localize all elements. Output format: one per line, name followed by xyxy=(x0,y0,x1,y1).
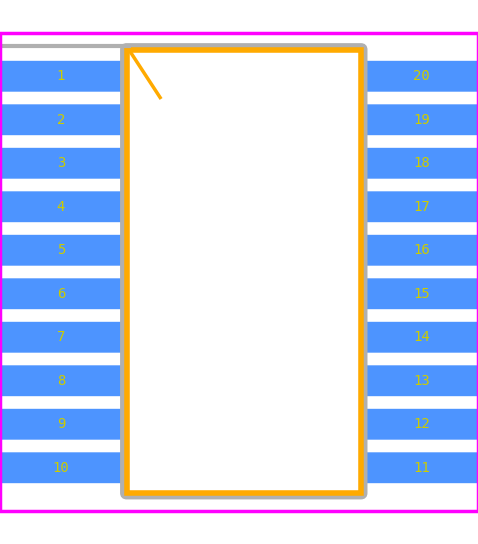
Text: 4: 4 xyxy=(57,200,65,214)
FancyBboxPatch shape xyxy=(0,61,124,92)
Text: 3: 3 xyxy=(57,156,65,170)
FancyBboxPatch shape xyxy=(363,366,478,396)
FancyBboxPatch shape xyxy=(0,366,124,396)
FancyBboxPatch shape xyxy=(0,191,124,222)
Bar xyxy=(361,150,366,176)
FancyBboxPatch shape xyxy=(363,61,478,92)
Bar xyxy=(361,368,366,394)
FancyBboxPatch shape xyxy=(363,235,478,265)
FancyBboxPatch shape xyxy=(0,452,124,483)
FancyBboxPatch shape xyxy=(363,279,478,309)
Bar xyxy=(122,194,127,220)
FancyBboxPatch shape xyxy=(0,104,124,135)
Text: 8: 8 xyxy=(57,374,65,388)
FancyBboxPatch shape xyxy=(0,279,124,309)
Text: 17: 17 xyxy=(413,200,430,214)
Bar xyxy=(122,150,127,176)
Bar xyxy=(361,107,366,133)
Text: 9: 9 xyxy=(57,417,65,431)
FancyBboxPatch shape xyxy=(363,452,478,483)
FancyBboxPatch shape xyxy=(0,409,124,440)
FancyBboxPatch shape xyxy=(0,148,124,178)
Text: 11: 11 xyxy=(413,461,430,475)
Bar xyxy=(361,63,366,89)
Text: 13: 13 xyxy=(413,374,430,388)
Bar xyxy=(122,368,127,394)
Text: 12: 12 xyxy=(413,417,430,431)
FancyBboxPatch shape xyxy=(363,409,478,440)
Bar xyxy=(361,194,366,220)
FancyBboxPatch shape xyxy=(363,148,478,178)
Text: 18: 18 xyxy=(413,156,430,170)
Text: 14: 14 xyxy=(413,330,430,344)
Bar xyxy=(127,50,361,493)
Bar xyxy=(122,63,127,89)
Bar xyxy=(361,281,366,307)
Text: 15: 15 xyxy=(413,287,430,301)
Bar xyxy=(361,455,366,481)
Text: 7: 7 xyxy=(57,330,65,344)
Bar xyxy=(122,237,127,263)
FancyBboxPatch shape xyxy=(0,235,124,265)
Text: 5: 5 xyxy=(57,243,65,257)
Text: 20: 20 xyxy=(413,69,430,83)
Bar xyxy=(361,411,366,437)
Bar xyxy=(122,107,127,133)
Bar xyxy=(361,324,366,350)
Text: 2: 2 xyxy=(57,113,65,127)
FancyBboxPatch shape xyxy=(363,191,478,222)
Bar xyxy=(361,237,366,263)
Bar xyxy=(122,281,127,307)
Text: 6: 6 xyxy=(57,287,65,301)
Text: 1: 1 xyxy=(57,69,65,83)
FancyBboxPatch shape xyxy=(363,322,478,353)
Text: 16: 16 xyxy=(413,243,430,257)
Bar xyxy=(122,455,127,481)
FancyBboxPatch shape xyxy=(123,46,365,497)
FancyBboxPatch shape xyxy=(363,104,478,135)
Bar xyxy=(122,411,127,437)
Text: 19: 19 xyxy=(413,113,430,127)
Bar xyxy=(122,324,127,350)
FancyBboxPatch shape xyxy=(0,322,124,353)
Text: 10: 10 xyxy=(53,461,69,475)
